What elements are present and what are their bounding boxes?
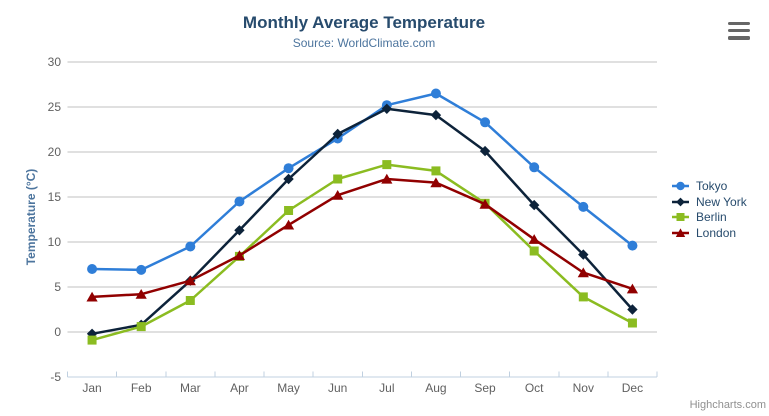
legend-symbol-berlin xyxy=(672,213,689,222)
legend-label-berlin: Berlin xyxy=(696,210,727,225)
series-new-york-marker[interactable] xyxy=(479,145,491,157)
series-berlin-marker[interactable] xyxy=(185,296,195,305)
x-axis-label: Aug xyxy=(425,381,446,395)
x-axis-label: Jan xyxy=(82,381,101,395)
series-tokyo-line[interactable] xyxy=(90,92,634,272)
legend-item-tokyo[interactable]: Tokyo xyxy=(672,178,747,194)
series-tokyo-marker[interactable] xyxy=(234,196,245,207)
series-berlin-marker[interactable] xyxy=(284,206,294,215)
chart-subtitle: Source: WorldClimate.com xyxy=(292,36,436,50)
series-tokyo-marker[interactable] xyxy=(87,264,98,274)
y-axis-label: 10 xyxy=(48,235,62,249)
chart-title: Monthly Average Temperature xyxy=(242,13,486,32)
series-new-york-marker[interactable] xyxy=(381,103,393,114)
x-axis-label: Jun xyxy=(328,381,347,395)
legend-item-berlin[interactable]: Berlin xyxy=(672,209,747,225)
y-axis-label: -5 xyxy=(50,370,61,384)
series-london-marker[interactable] xyxy=(282,219,295,230)
hamburger-menu-icon xyxy=(728,21,750,40)
series-tokyo-marker[interactable] xyxy=(578,201,589,212)
x-axis-label: Mar xyxy=(180,381,201,395)
series-new-york-line[interactable] xyxy=(90,107,634,336)
legend-item-london[interactable]: London xyxy=(672,225,747,241)
x-axis-label: May xyxy=(277,381,300,395)
series-london-marker[interactable] xyxy=(577,267,589,278)
x-axis-label: Dec xyxy=(622,381,643,395)
export-menu-button[interactable] xyxy=(728,21,752,40)
credits-link[interactable]: Highcharts.com xyxy=(689,399,766,411)
x-axis-label: Feb xyxy=(131,381,152,395)
series-london-marker[interactable] xyxy=(86,291,98,302)
legend: Tokyo New York Berlin London xyxy=(672,178,747,241)
series-london-marker[interactable] xyxy=(430,177,442,188)
x-axis-label: Sep xyxy=(474,381,496,395)
legend-symbol-new-york xyxy=(672,197,689,206)
series-tokyo-marker[interactable] xyxy=(283,163,294,174)
series-london-marker[interactable] xyxy=(184,275,196,286)
series-tokyo-marker[interactable] xyxy=(185,241,196,252)
series-berlin-marker[interactable] xyxy=(136,322,146,332)
series-london-marker[interactable] xyxy=(332,190,344,200)
series-berlin-marker[interactable] xyxy=(382,160,392,170)
series-new-york-marker[interactable] xyxy=(234,225,245,236)
series-london-marker[interactable] xyxy=(233,250,246,261)
series-london-marker[interactable] xyxy=(135,289,147,299)
x-axis-label: Oct xyxy=(525,381,544,395)
series-berlin-marker[interactable] xyxy=(578,292,588,302)
legend-label-london: London xyxy=(696,225,737,240)
x-axis-label: Jul xyxy=(379,381,394,395)
series-london-marker[interactable] xyxy=(479,199,491,209)
y-axis-label: 25 xyxy=(48,100,62,114)
y-axis-label: 30 xyxy=(48,55,62,69)
series-new-york-marker[interactable] xyxy=(627,304,638,315)
y-axis-label: 5 xyxy=(54,280,61,294)
series-tokyo-marker[interactable] xyxy=(430,88,441,99)
legend-label-new-york: New York xyxy=(696,194,747,209)
series-tokyo-marker[interactable] xyxy=(480,117,491,128)
series-tokyo-marker[interactable] xyxy=(136,264,147,275)
series-tokyo-marker[interactable] xyxy=(627,240,638,251)
series-berlin-marker[interactable] xyxy=(529,246,539,256)
legend-item-new-york[interactable]: New York xyxy=(672,194,747,210)
series-new-york-marker[interactable] xyxy=(283,173,294,185)
series-berlin-marker[interactable] xyxy=(431,166,441,176)
series-new-york-marker[interactable] xyxy=(332,128,343,140)
legend-symbol-tokyo xyxy=(672,181,689,191)
series-new-york-marker[interactable] xyxy=(578,249,589,260)
series-berlin-marker[interactable] xyxy=(87,335,97,345)
y-axis-title: Temperature (°C) xyxy=(24,169,38,266)
series-london-marker[interactable] xyxy=(528,234,540,244)
series-berlin-marker[interactable] xyxy=(333,174,343,184)
series-london-line[interactable] xyxy=(90,177,634,299)
series-new-york-marker[interactable] xyxy=(528,199,540,211)
series-tokyo-marker[interactable] xyxy=(529,162,540,173)
y-axis-label: 15 xyxy=(48,190,62,204)
series-berlin-marker[interactable] xyxy=(627,318,637,328)
x-axis-label: Apr xyxy=(230,381,249,395)
y-axis-label: 20 xyxy=(48,145,62,159)
series-new-york-marker[interactable] xyxy=(430,109,442,121)
legend-symbol-london xyxy=(672,228,689,237)
series-berlin-line[interactable] xyxy=(90,163,634,342)
x-axis-label: Nov xyxy=(573,381,594,395)
series-london-marker[interactable] xyxy=(381,173,393,184)
y-axis-label: 0 xyxy=(54,325,61,339)
legend-label-tokyo: Tokyo xyxy=(696,178,728,193)
series-london-marker[interactable] xyxy=(626,283,639,294)
